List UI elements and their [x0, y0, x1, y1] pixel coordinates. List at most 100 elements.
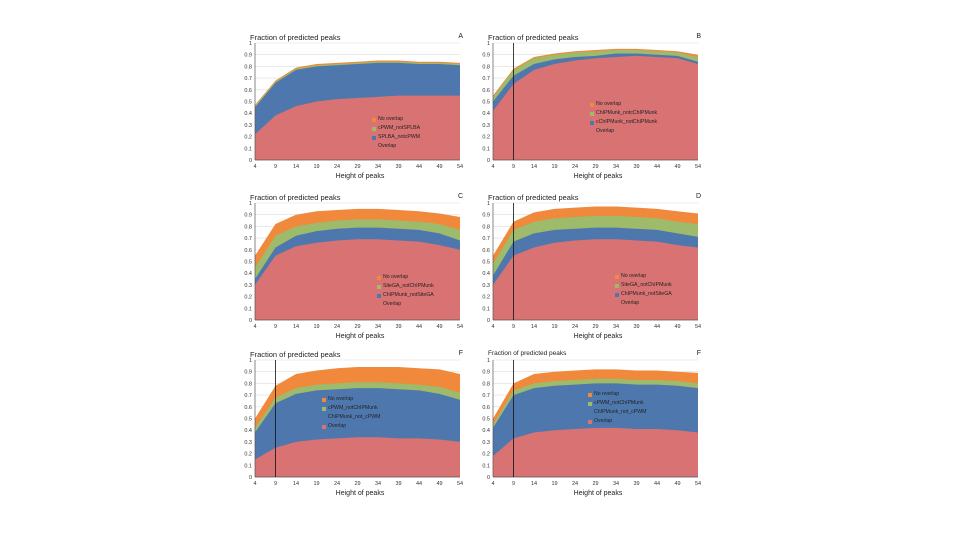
x-tick-label: 9	[512, 481, 515, 487]
panel-letter: D	[695, 193, 701, 200]
x-tick-label: 4	[491, 164, 494, 170]
x-tick-label: 9	[274, 164, 277, 170]
legend-swatch	[377, 284, 381, 289]
legend-item: Overlap	[322, 422, 380, 431]
x-axis-label: Height of peaks	[573, 490, 623, 497]
y-tick-label: 0.1	[482, 146, 490, 152]
x-tick-label: 19	[551, 481, 557, 487]
legend-label: SiteGA_notChIPMunk	[621, 282, 672, 288]
area-series-overlap	[255, 437, 460, 477]
x-tick-label: 54	[457, 324, 463, 330]
y-tick-label: 0.9	[244, 213, 252, 219]
x-tick-label: 39	[395, 164, 401, 170]
x-tick-label: 29	[592, 481, 598, 487]
y-tick-label: 0.4	[244, 111, 252, 117]
legend-label: Overlap	[328, 423, 347, 429]
x-tick-label: 39	[633, 324, 639, 330]
x-tick-label: 54	[457, 481, 463, 487]
y-tick-label: 0.3	[244, 123, 252, 129]
y-tick-label: 0.9	[482, 213, 490, 219]
legend-item: Overlap	[615, 299, 672, 308]
x-axis-label: Height of peaks	[573, 333, 623, 340]
y-tick-label: 0	[487, 475, 490, 481]
legend-item: No overlap	[322, 395, 380, 404]
legend-item: Overlap	[590, 127, 657, 136]
legend-item: Overlap	[588, 417, 646, 426]
x-tick-label: 9	[512, 164, 515, 170]
legend: No overlap ChIPMunk_notcChIPMunk cChIPMunk…	[590, 100, 657, 136]
y-tick-label: 0.5	[244, 260, 252, 266]
x-tick-label: 24	[334, 324, 340, 330]
x-tick-label: 29	[592, 164, 598, 170]
x-tick-label: 24	[334, 164, 340, 170]
chart-title: Fraction of predicted peaks	[488, 193, 579, 202]
area-chart-f: 00.10.20.30.40.50.60.70.80.914 9 14 19 24 29 3…	[482, 358, 701, 487]
y-tick-label: 0	[487, 158, 490, 164]
y-tick-label: 1	[487, 41, 490, 47]
x-tick-label: 54	[695, 481, 701, 487]
legend-label: No overlap	[621, 273, 647, 279]
legend-label: Overlap	[378, 143, 397, 149]
legend-label: ChIPMunk_notSiteGA	[621, 291, 672, 297]
legend-swatch	[590, 120, 594, 125]
x-tick-label: 14	[293, 164, 299, 170]
chart-panel-d: 0 0.1 0.2 0.3 0.4 0.5 0.6 0.7 0.8 0.9 1 4 9 14 19 24 29 3…	[478, 193, 703, 345]
y-tick-label: 0.2	[244, 295, 252, 301]
area-chart-b: 00.10.20.30.40.50.60.70.80.914 9 14 19 24 29 3…	[482, 41, 701, 170]
x-axis-label: Height of peaks	[335, 173, 385, 180]
chart-title: Fraction of predicted peaks	[488, 350, 567, 357]
x-tick-label: 19	[313, 481, 319, 487]
legend-item: SiteGA_notChIPMunk	[615, 281, 672, 290]
panel-letter: C	[457, 193, 463, 200]
x-axis-label: Height of peaks	[335, 490, 385, 497]
area-chart-e: 00.10.20.30.40.50.60.70.80.914 9 14 19 24 29 3…	[244, 358, 463, 487]
y-tick-label: 0.6	[482, 88, 490, 94]
legend-swatch	[322, 397, 326, 402]
y-tick-label: 0.4	[482, 271, 490, 277]
legend: No overlap SiteGA_notChIPMunk ChIPMunk_not…	[377, 273, 434, 309]
legend-swatch	[588, 410, 592, 415]
x-tick-label: 24	[572, 324, 578, 330]
legend-item: No overlap	[615, 272, 672, 281]
y-tick-label: 0.1	[244, 146, 252, 152]
y-tick-label: 0.6	[244, 405, 252, 411]
x-tick-label: 34	[375, 481, 381, 487]
legend-item: ChIPMunk_not_cPWM	[588, 408, 646, 417]
legend-item: ChIPMunk_notSiteGA	[615, 290, 672, 299]
y-tick-label: 0.1	[244, 463, 252, 469]
y-tick-label: 0.6	[482, 248, 490, 254]
y-tick-label: 0.3	[244, 440, 252, 446]
area-series-overlap	[493, 239, 698, 320]
y-tick-label: 0	[249, 158, 252, 164]
x-tick-label: 54	[695, 164, 701, 170]
legend-item: ChIPMunk_notSiteGA	[377, 291, 434, 300]
x-tick-label: 14	[293, 324, 299, 330]
x-tick-label: 9	[274, 324, 277, 330]
y-tick-label: 0	[249, 318, 252, 324]
y-tick-label: 0.7	[482, 76, 490, 82]
chart-title: Fraction of predicted peaks	[250, 350, 341, 359]
x-tick-label: 19	[551, 164, 557, 170]
area-series-overlap	[255, 239, 460, 320]
y-tick-label: 0.2	[482, 135, 490, 141]
legend-label: cPWM_notSPLBA	[378, 125, 421, 131]
y-tick-label: 0.8	[244, 224, 252, 230]
y-tick-label: 0.3	[482, 123, 490, 129]
legend-item: cPWM_notSPLBA	[372, 124, 420, 133]
legend-label: Overlap	[596, 128, 615, 134]
area-series-overlap	[255, 95, 460, 160]
legend-item: cPWM_notChIPMunk	[322, 404, 380, 413]
y-tick-label: 0.5	[482, 100, 490, 106]
x-tick-label: 44	[654, 164, 660, 170]
y-tick-label: 0.5	[482, 260, 490, 266]
legend-swatch	[377, 293, 381, 298]
y-tick-label: 0.3	[482, 283, 490, 289]
x-tick-label: 14	[531, 481, 537, 487]
x-tick-label: 39	[395, 324, 401, 330]
legend: No overlap cPWM_notChIPMunk ChIPMunk_not_c…	[322, 395, 380, 431]
chart-panel-b: 0 0.1 0.2 0.3 0.4 0.5 0.6 0.7 0.8 0.9 1 4 9 14 19 24 29 3…	[478, 33, 703, 185]
legend-label: ChIPMunk_not_cPWM	[594, 409, 647, 415]
legend-swatch	[372, 135, 376, 140]
y-tick-label: 1	[249, 41, 252, 47]
y-tick-label: 0.2	[482, 452, 490, 458]
